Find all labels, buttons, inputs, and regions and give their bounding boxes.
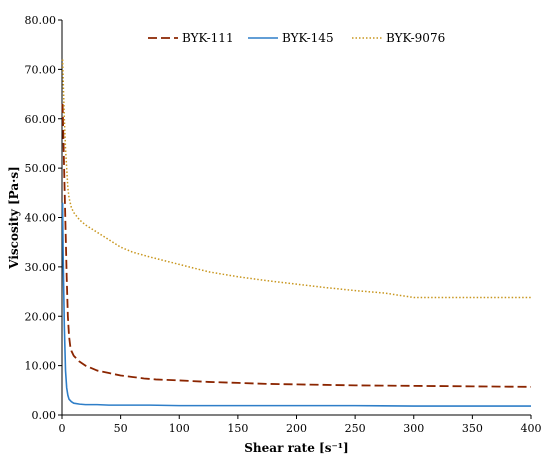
legend-label-byk-9076: BYK-9076 [386,31,445,45]
y-tick-label: 20.00 [25,310,57,323]
series-line-byk-145 [61,202,531,407]
legend: BYK-111 BYK-145 BYK-9076 [148,31,445,45]
y-tick-label: 40.00 [25,212,57,225]
x-tick-label: 0 [59,422,66,435]
y-tick-label: 30.00 [25,261,57,274]
x-tick-label: 400 [521,422,542,435]
x-ticks: 0 50 100 150 200 250 300 350 400 [59,415,542,435]
y-tick-label: 60.00 [25,113,57,126]
y-tick-label: 50.00 [25,162,57,175]
series-layer [61,59,532,407]
y-tick-label: 10.00 [25,360,57,373]
y-ticks: 0.00 10.00 20.00 30.00 40.00 50.00 60.00 70.00 8… [25,14,62,422]
x-axis-title: Shear rate [s⁻¹] [244,441,348,455]
y-axis-title: Viscosity [Pa·s] [7,166,21,270]
x-tick-label: 200 [286,422,307,435]
legend-label-byk-111: BYK-111 [182,31,234,45]
y-tick-label: 70.00 [25,63,57,76]
series-line-byk-111 [61,103,532,388]
y-tick-label: 0.00 [32,409,57,422]
y-tick-label: 80.00 [25,14,57,27]
series-line-byk-9076 [61,59,531,299]
x-tick-label: 300 [403,422,424,435]
x-tick-label: 50 [114,422,128,435]
legend-label-byk-145: BYK-145 [282,31,334,45]
x-tick-label: 250 [345,422,366,435]
x-tick-label: 150 [227,422,248,435]
x-tick-label: 350 [462,422,483,435]
x-tick-label: 100 [169,422,190,435]
axes [61,20,531,416]
